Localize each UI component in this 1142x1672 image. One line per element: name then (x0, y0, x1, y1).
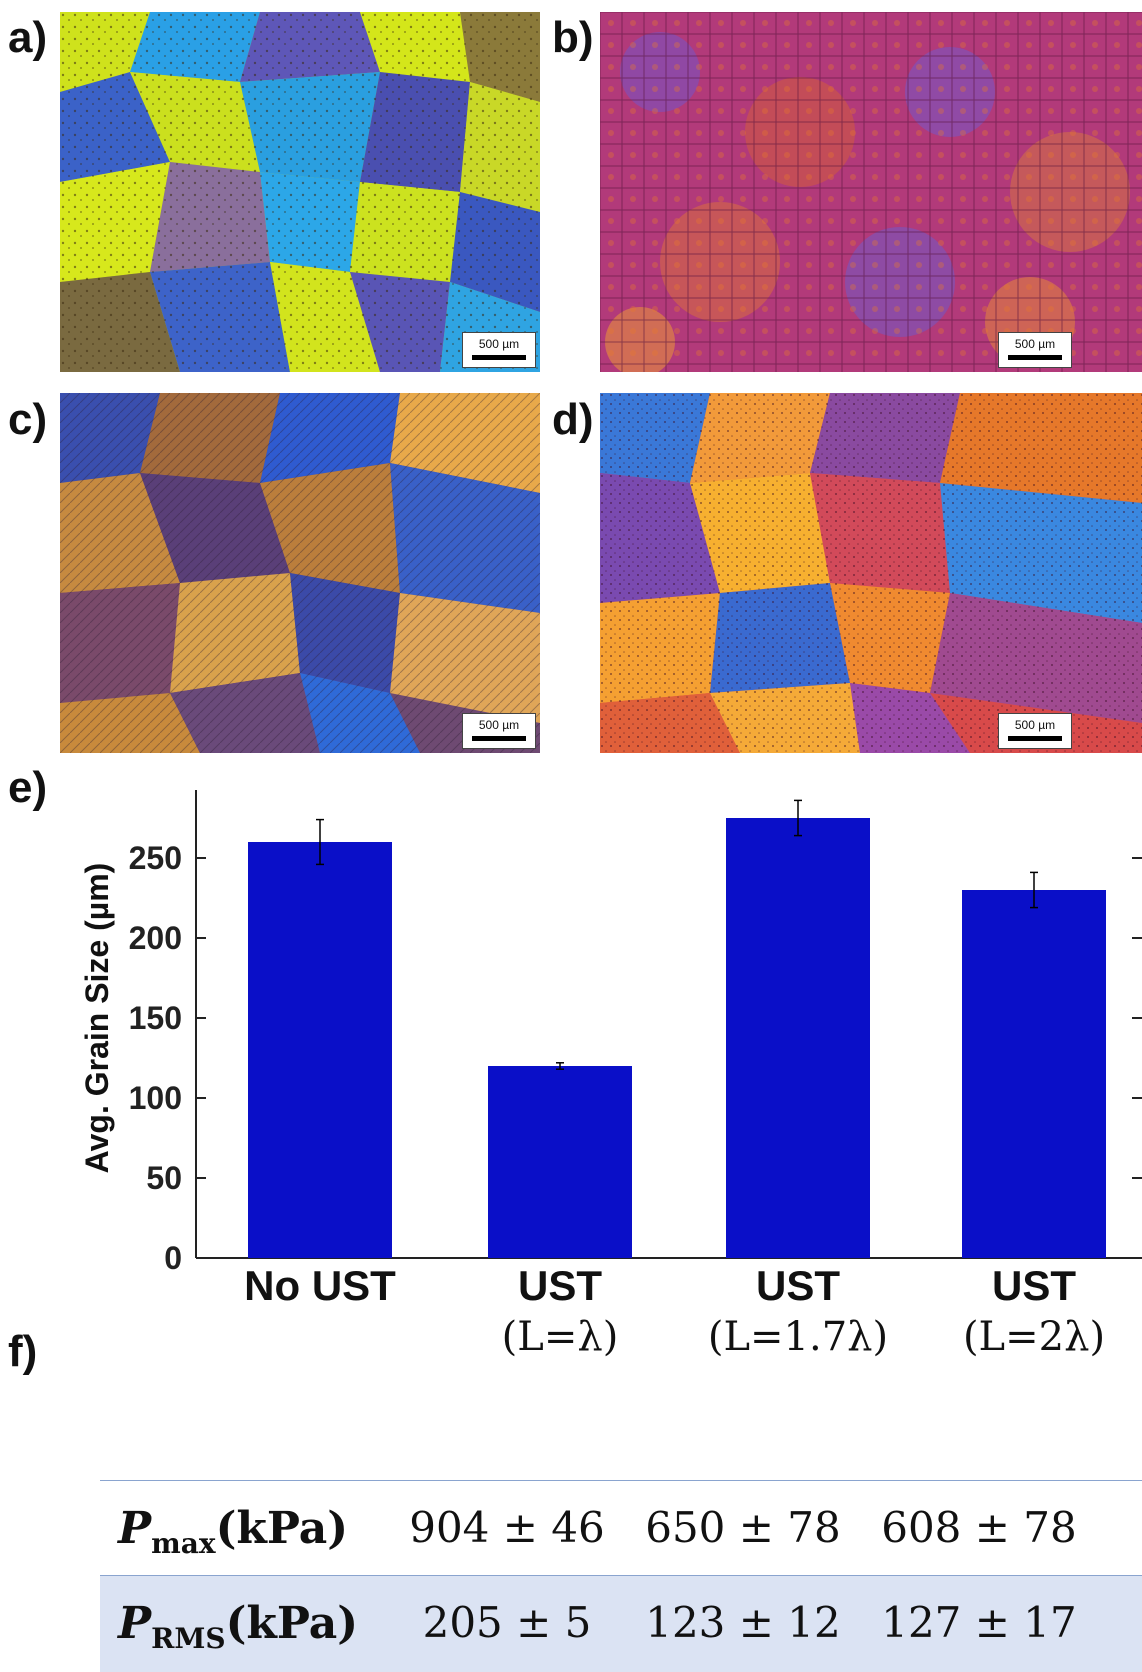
scale-bar-a-label: 500 µm (478, 337, 520, 351)
scale-bar-c-label: 500 µm (478, 718, 520, 732)
panel-label-a: a) (8, 13, 48, 62)
scale-bar-d: 500 µm (998, 713, 1072, 749)
scale-bar-a: 500 µm (462, 332, 536, 368)
micrograph-c-image (60, 393, 540, 753)
y-tick-label: 150 (129, 1000, 182, 1036)
micrograph-d: 500 µm (600, 393, 1142, 753)
x-category-sublabel-4: (L=2λ) (963, 1314, 1105, 1360)
table-cell-prms-3: 127 ± 17 (881, 1598, 1077, 1647)
micrograph-b: 500 µm (600, 12, 1142, 372)
row-header-prms: PRMS(kPa) (118, 1598, 358, 1655)
x-category-label-4: UST (992, 1262, 1076, 1309)
panel-label-e: e) (8, 763, 48, 812)
table-cell-prms-1: 205 ± 5 (422, 1598, 592, 1647)
pressure-table: Pmax(kPa) 904 ± 46 650 ± 78 608 ± 78 PRM… (100, 1480, 1142, 1672)
table-row-prms: PRMS(kPa) 205 ± 5 123 ± 12 127 ± 17 (100, 1576, 1142, 1672)
row-unit-pmax: (kPa) (215, 1503, 349, 1554)
bar-3 (726, 818, 870, 1258)
bar-2 (488, 1066, 632, 1258)
table-cell-prms-2: 123 ± 12 (645, 1598, 841, 1647)
row-symbol-prms: P (118, 1598, 152, 1649)
y-tick-label: 200 (129, 920, 182, 956)
scale-bar-d-line (1008, 736, 1062, 741)
y-tick-label: 250 (129, 840, 182, 876)
y-tick-label: 50 (146, 1160, 182, 1196)
table-row-pmax: Pmax(kPa) 904 ± 46 650 ± 78 608 ± 78 (100, 1480, 1142, 1576)
x-category-label-1: No UST (244, 1262, 396, 1309)
micrograph-a: 500 µm (60, 12, 540, 372)
scale-bar-c: 500 µm (462, 713, 536, 749)
x-category-sublabel-3: (L=1.7λ) (708, 1314, 888, 1360)
x-category-sublabel-2: (L=λ) (502, 1314, 619, 1360)
row-subscript-prms: RMS (151, 1621, 226, 1655)
panel-label-d: d) (552, 395, 594, 444)
scale-bar-b: 500 µm (998, 332, 1072, 368)
panel-label-f: f) (8, 1327, 38, 1376)
row-subscript-pmax: max (151, 1526, 216, 1560)
panel-label-b: b) (552, 13, 594, 62)
y-tick-label: 0 (164, 1240, 182, 1276)
panel-label-c: c) (8, 395, 48, 444)
y-axis-label: Avg. Grain Size (µm) (79, 863, 115, 1174)
table-cell-pmax-1: 904 ± 46 (409, 1503, 605, 1552)
scale-bar-c-line (472, 736, 526, 741)
micrograph-a-image (60, 12, 540, 372)
row-header-pmax: Pmax(kPa) (118, 1503, 348, 1560)
row-unit-prms: (kPa) (225, 1598, 359, 1649)
x-category-label-3: UST (756, 1262, 840, 1309)
scale-bar-d-label: 500 µm (1014, 718, 1056, 732)
micrograph-b-image (600, 12, 1142, 372)
y-tick-label: 100 (129, 1080, 182, 1116)
grain-size-chart: 0 50 100 150 200 250 300 Avg. Grain Size (µm) No… (79, 790, 1142, 1360)
scale-bar-b-label: 500 µm (1014, 337, 1056, 351)
y-tick-label: 300 (129, 790, 182, 796)
table-cell-pmax-3: 608 ± 78 (881, 1503, 1077, 1552)
micrograph-c: 500 µm (60, 393, 540, 753)
scale-bar-b-line (1008, 355, 1062, 360)
table-cell-pmax-2: 650 ± 78 (645, 1503, 841, 1552)
micrograph-d-image (600, 393, 1142, 753)
scale-bar-a-line (472, 355, 526, 360)
x-category-label-2: UST (518, 1262, 602, 1309)
row-symbol-pmax: P (118, 1503, 152, 1554)
bar-1 (248, 842, 392, 1258)
bar-4 (962, 890, 1106, 1258)
